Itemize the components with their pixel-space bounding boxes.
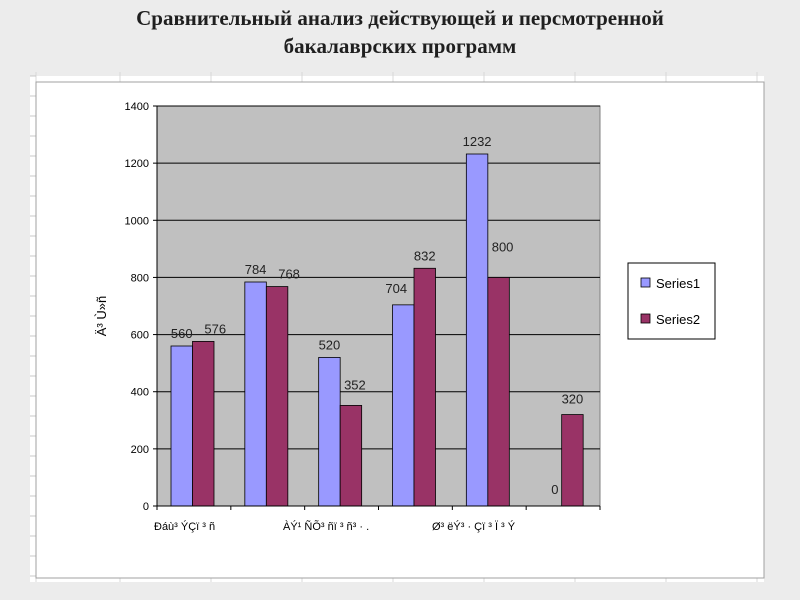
- data-label-series1-2: 520: [319, 337, 341, 352]
- y-tick-label: 1200: [125, 158, 149, 170]
- data-label-series2-0: 576: [204, 321, 226, 336]
- bar-series2-4: [487, 277, 510, 507]
- bar-series2-3: [413, 267, 436, 507]
- bar-series1-4: [465, 153, 489, 507]
- data-label-series1-4: 1232: [463, 134, 492, 149]
- x-tick-label: ÀÝ¹ ÑÕ³ ñï ³ ñ³ · .: [283, 520, 369, 533]
- slide-title-line2: бакалаврских программ: [283, 34, 517, 58]
- bar-series1-0: [170, 345, 193, 507]
- data-label-series2-1: 768: [278, 267, 300, 282]
- bar-series2-0: [192, 341, 215, 507]
- y-tick-label: 1000: [125, 215, 149, 227]
- data-label-series1-0: 560: [171, 326, 193, 341]
- slide-title-line1: Сравнительный анализ действующей и персм…: [136, 6, 664, 30]
- data-label-series2-2: 352: [344, 377, 366, 392]
- bar-series2-2: [339, 405, 363, 507]
- slide-title: Сравнительный анализ действующей и персм…: [0, 4, 800, 60]
- y-tick-label: 400: [131, 387, 149, 399]
- data-label-series2-5: 320: [562, 392, 584, 407]
- data-label-series1-3: 704: [385, 281, 407, 296]
- bar-series1-2: [318, 357, 341, 507]
- legend-label-series2: Series2: [656, 312, 700, 327]
- legend-label-series1: Series1: [656, 276, 700, 291]
- y-tick-label: 0: [143, 501, 149, 513]
- y-tick-label: 600: [131, 330, 149, 342]
- data-label-series1-1: 784: [245, 262, 267, 277]
- data-label-series2-3: 832: [414, 248, 436, 263]
- y-tick-label: 200: [131, 444, 149, 456]
- x-tick-label: Ø³ ëÝ³ · Çï ³ Ï ³ Ý: [432, 520, 516, 533]
- bar-series2-1: [265, 286, 289, 507]
- x-tick-label: Ðáù³ ÝÇï ³ ñ: [154, 520, 215, 533]
- legend-swatch-series2: [640, 313, 651, 324]
- bar-series1-3: [392, 304, 415, 507]
- data-label-series2-4: 800: [492, 239, 514, 254]
- bar-series1-1: [244, 281, 267, 507]
- legend-swatch-series1: [640, 277, 651, 288]
- y-tick-label: 800: [131, 272, 149, 284]
- legend-box: [627, 262, 716, 340]
- bar-series2-5: [561, 414, 584, 507]
- y-tick-label: 1400: [125, 101, 149, 113]
- data-label-series1-5: 0: [551, 482, 558, 497]
- y-axis-label: Ä³ Ù»ñ: [94, 296, 109, 336]
- plot-area: [156, 105, 601, 507]
